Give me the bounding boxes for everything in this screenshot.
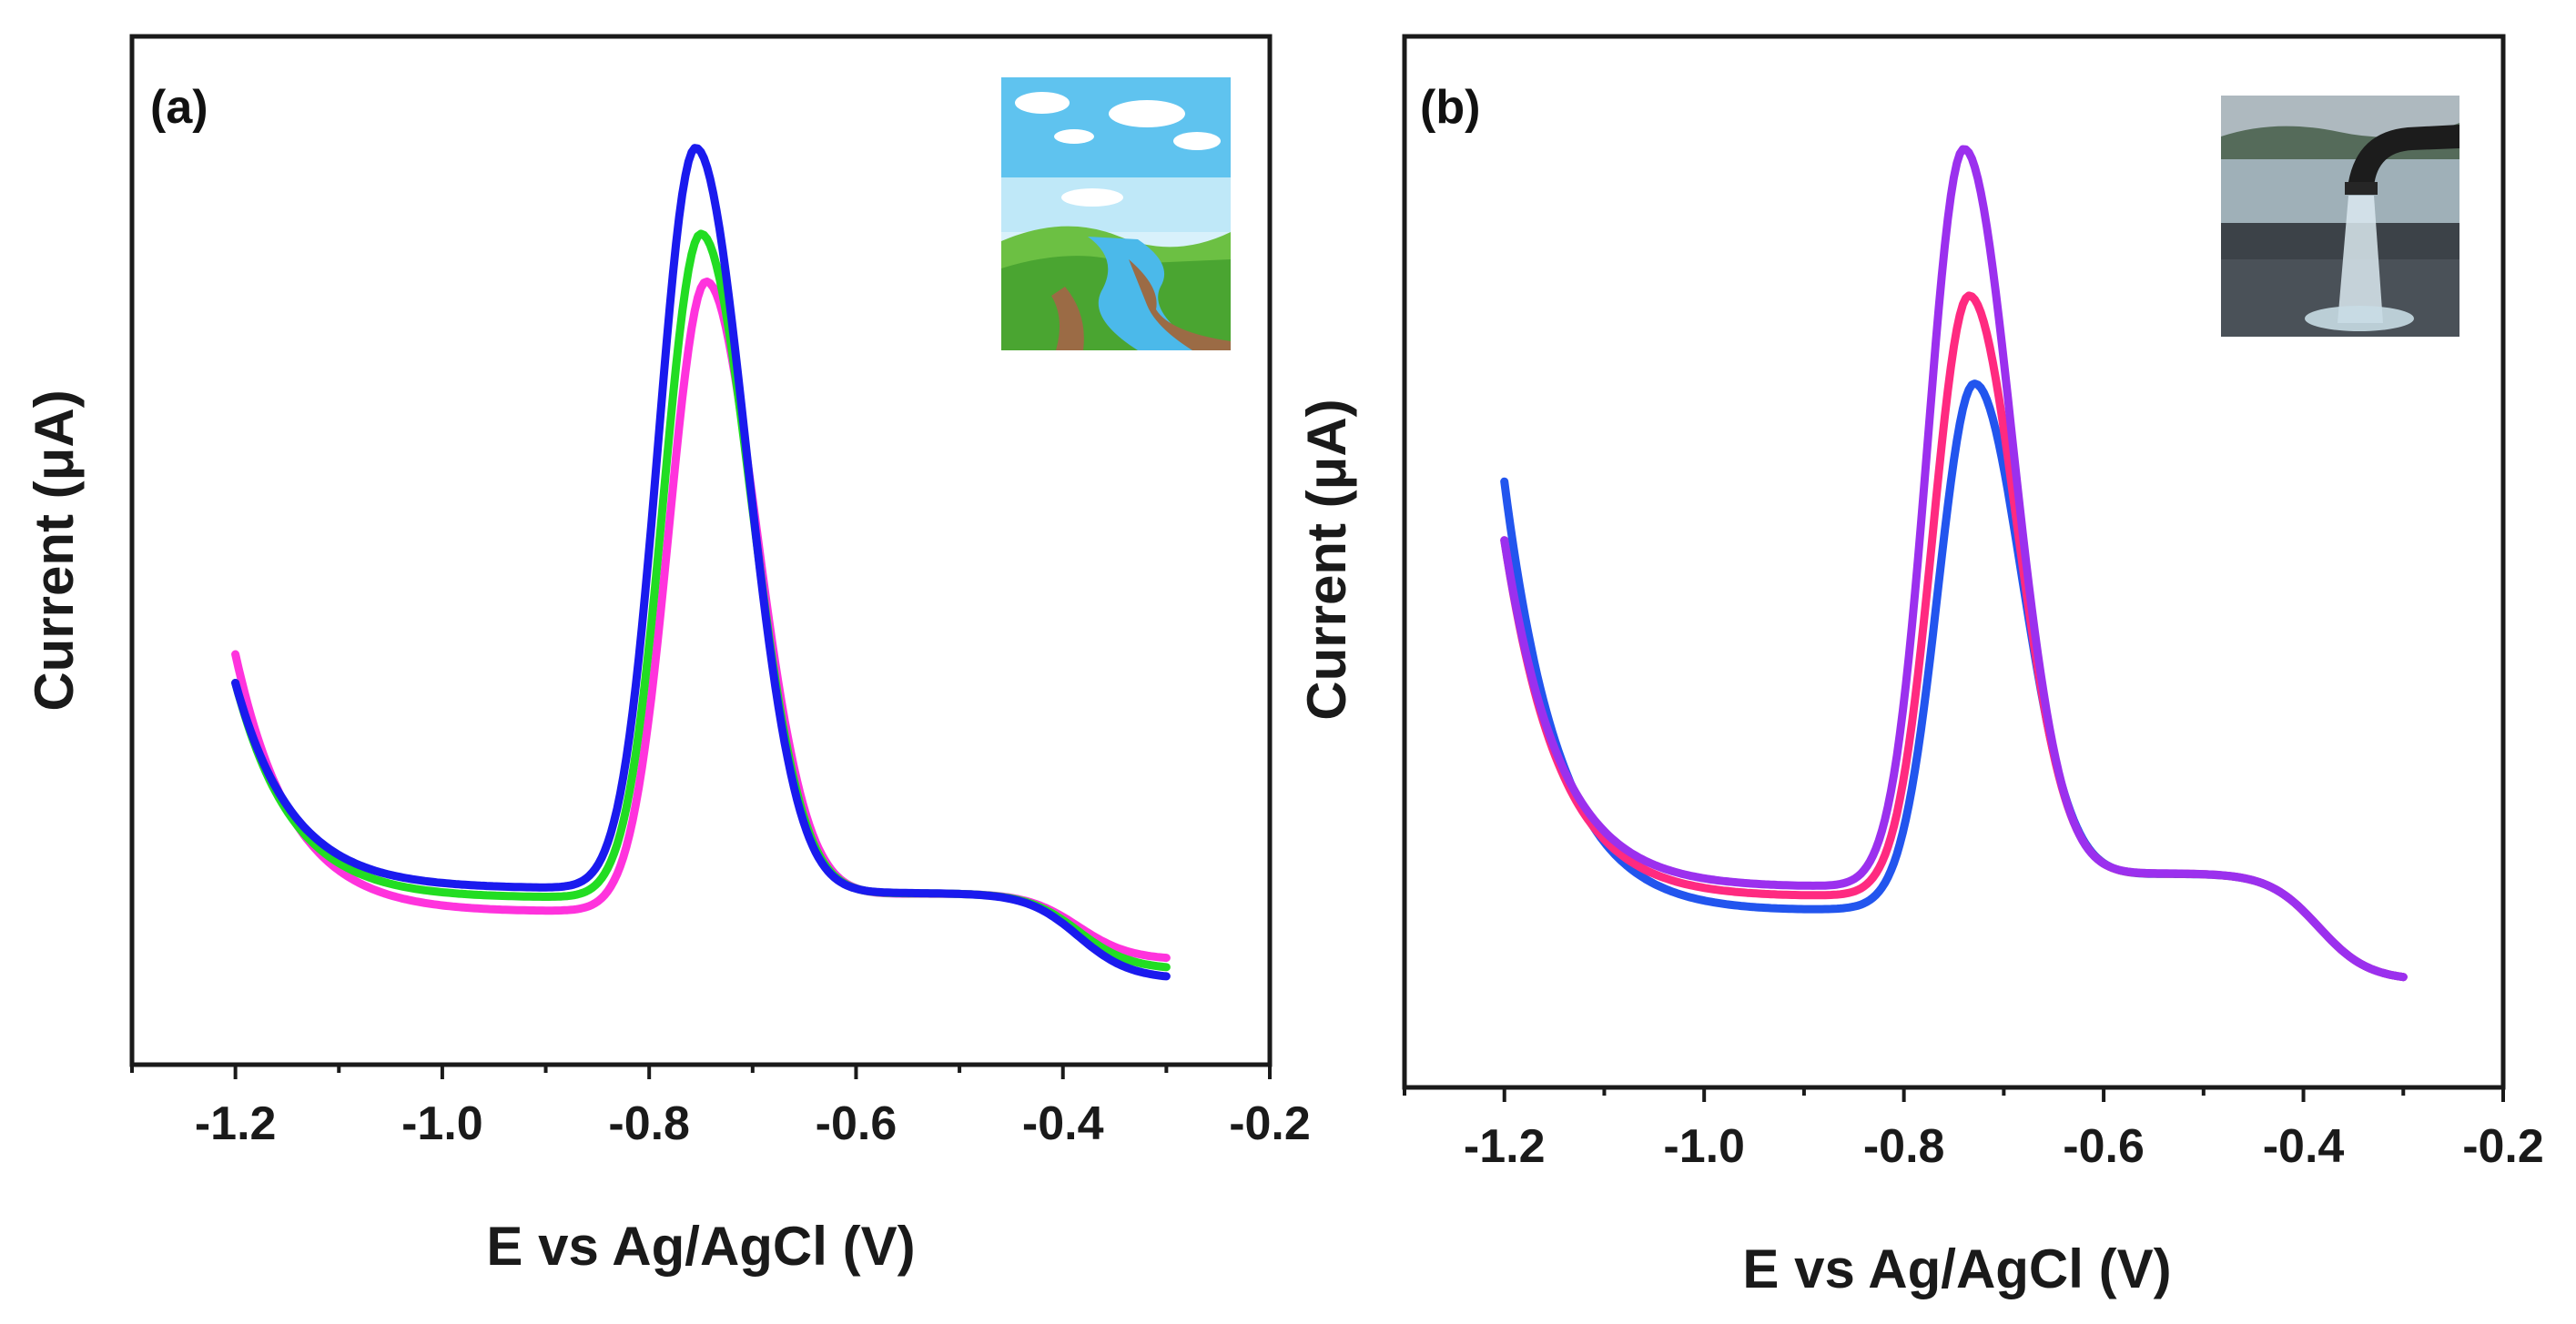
panel-a: (a) -1.2 -1.0 -0.8 -0.6 -0.4 -0.2 E vs Ag/AgC… (24, 34, 1311, 1277)
panel-a-x-tick-labels: -1.2 -1.0 -0.8 -0.6 -0.4 -0.2 (195, 1097, 1311, 1150)
x-tick-label: -1.2 (195, 1097, 277, 1150)
panel-b: (b) -1.2 -1.0 -0.8 -0.6 -0.4 -0.2 E vs Ag/AgC… (1296, 34, 2544, 1299)
panel-b-y-axis-title: Current (μA) (1296, 399, 1357, 720)
series-line-3 (231, 144, 1171, 981)
x-tick-label: -0.6 (2063, 1120, 2145, 1173)
panel-a-label: (a) (150, 81, 208, 134)
x-tick-label: -0.6 (816, 1097, 898, 1150)
panel-b-x-axis-title: E vs Ag/AgCl (V) (1742, 1238, 2171, 1299)
panel-a-x-ticks (130, 1065, 1272, 1079)
x-tick-label: -0.4 (1022, 1097, 1104, 1150)
water-tap-icon (2221, 96, 2459, 337)
x-tick-label: -0.8 (1863, 1120, 1945, 1173)
x-tick-label: -1.2 (1464, 1120, 1546, 1173)
panel-b-x-ticks (1403, 1087, 2505, 1102)
series-line-1 (231, 278, 1171, 963)
x-tick-label: -0.8 (608, 1097, 690, 1150)
panel-a-x-axis-title: E vs Ag/AgCl (V) (486, 1216, 915, 1277)
panel-a-series (231, 144, 1171, 981)
panel-a-frame (129, 34, 1273, 1067)
x-tick-label: -1.0 (1663, 1120, 1745, 1173)
x-tick-label: -0.2 (1229, 1097, 1311, 1150)
series-line-3 (1500, 145, 2408, 982)
panel-b-x-tick-labels: -1.2 -1.0 -0.8 -0.6 -0.4 -0.2 (1464, 1120, 2544, 1173)
panel-b-series (1500, 145, 2408, 982)
panel-a-y-axis-title: Current (μA) (24, 389, 85, 711)
x-tick-label: -0.4 (2263, 1120, 2345, 1173)
panel-b-label: (b) (1420, 81, 1480, 134)
panel-b-frame (1402, 34, 2506, 1090)
x-tick-label: -0.2 (2462, 1120, 2544, 1173)
river-landscape-icon (1001, 77, 1231, 350)
x-tick-label: -1.0 (401, 1097, 483, 1150)
